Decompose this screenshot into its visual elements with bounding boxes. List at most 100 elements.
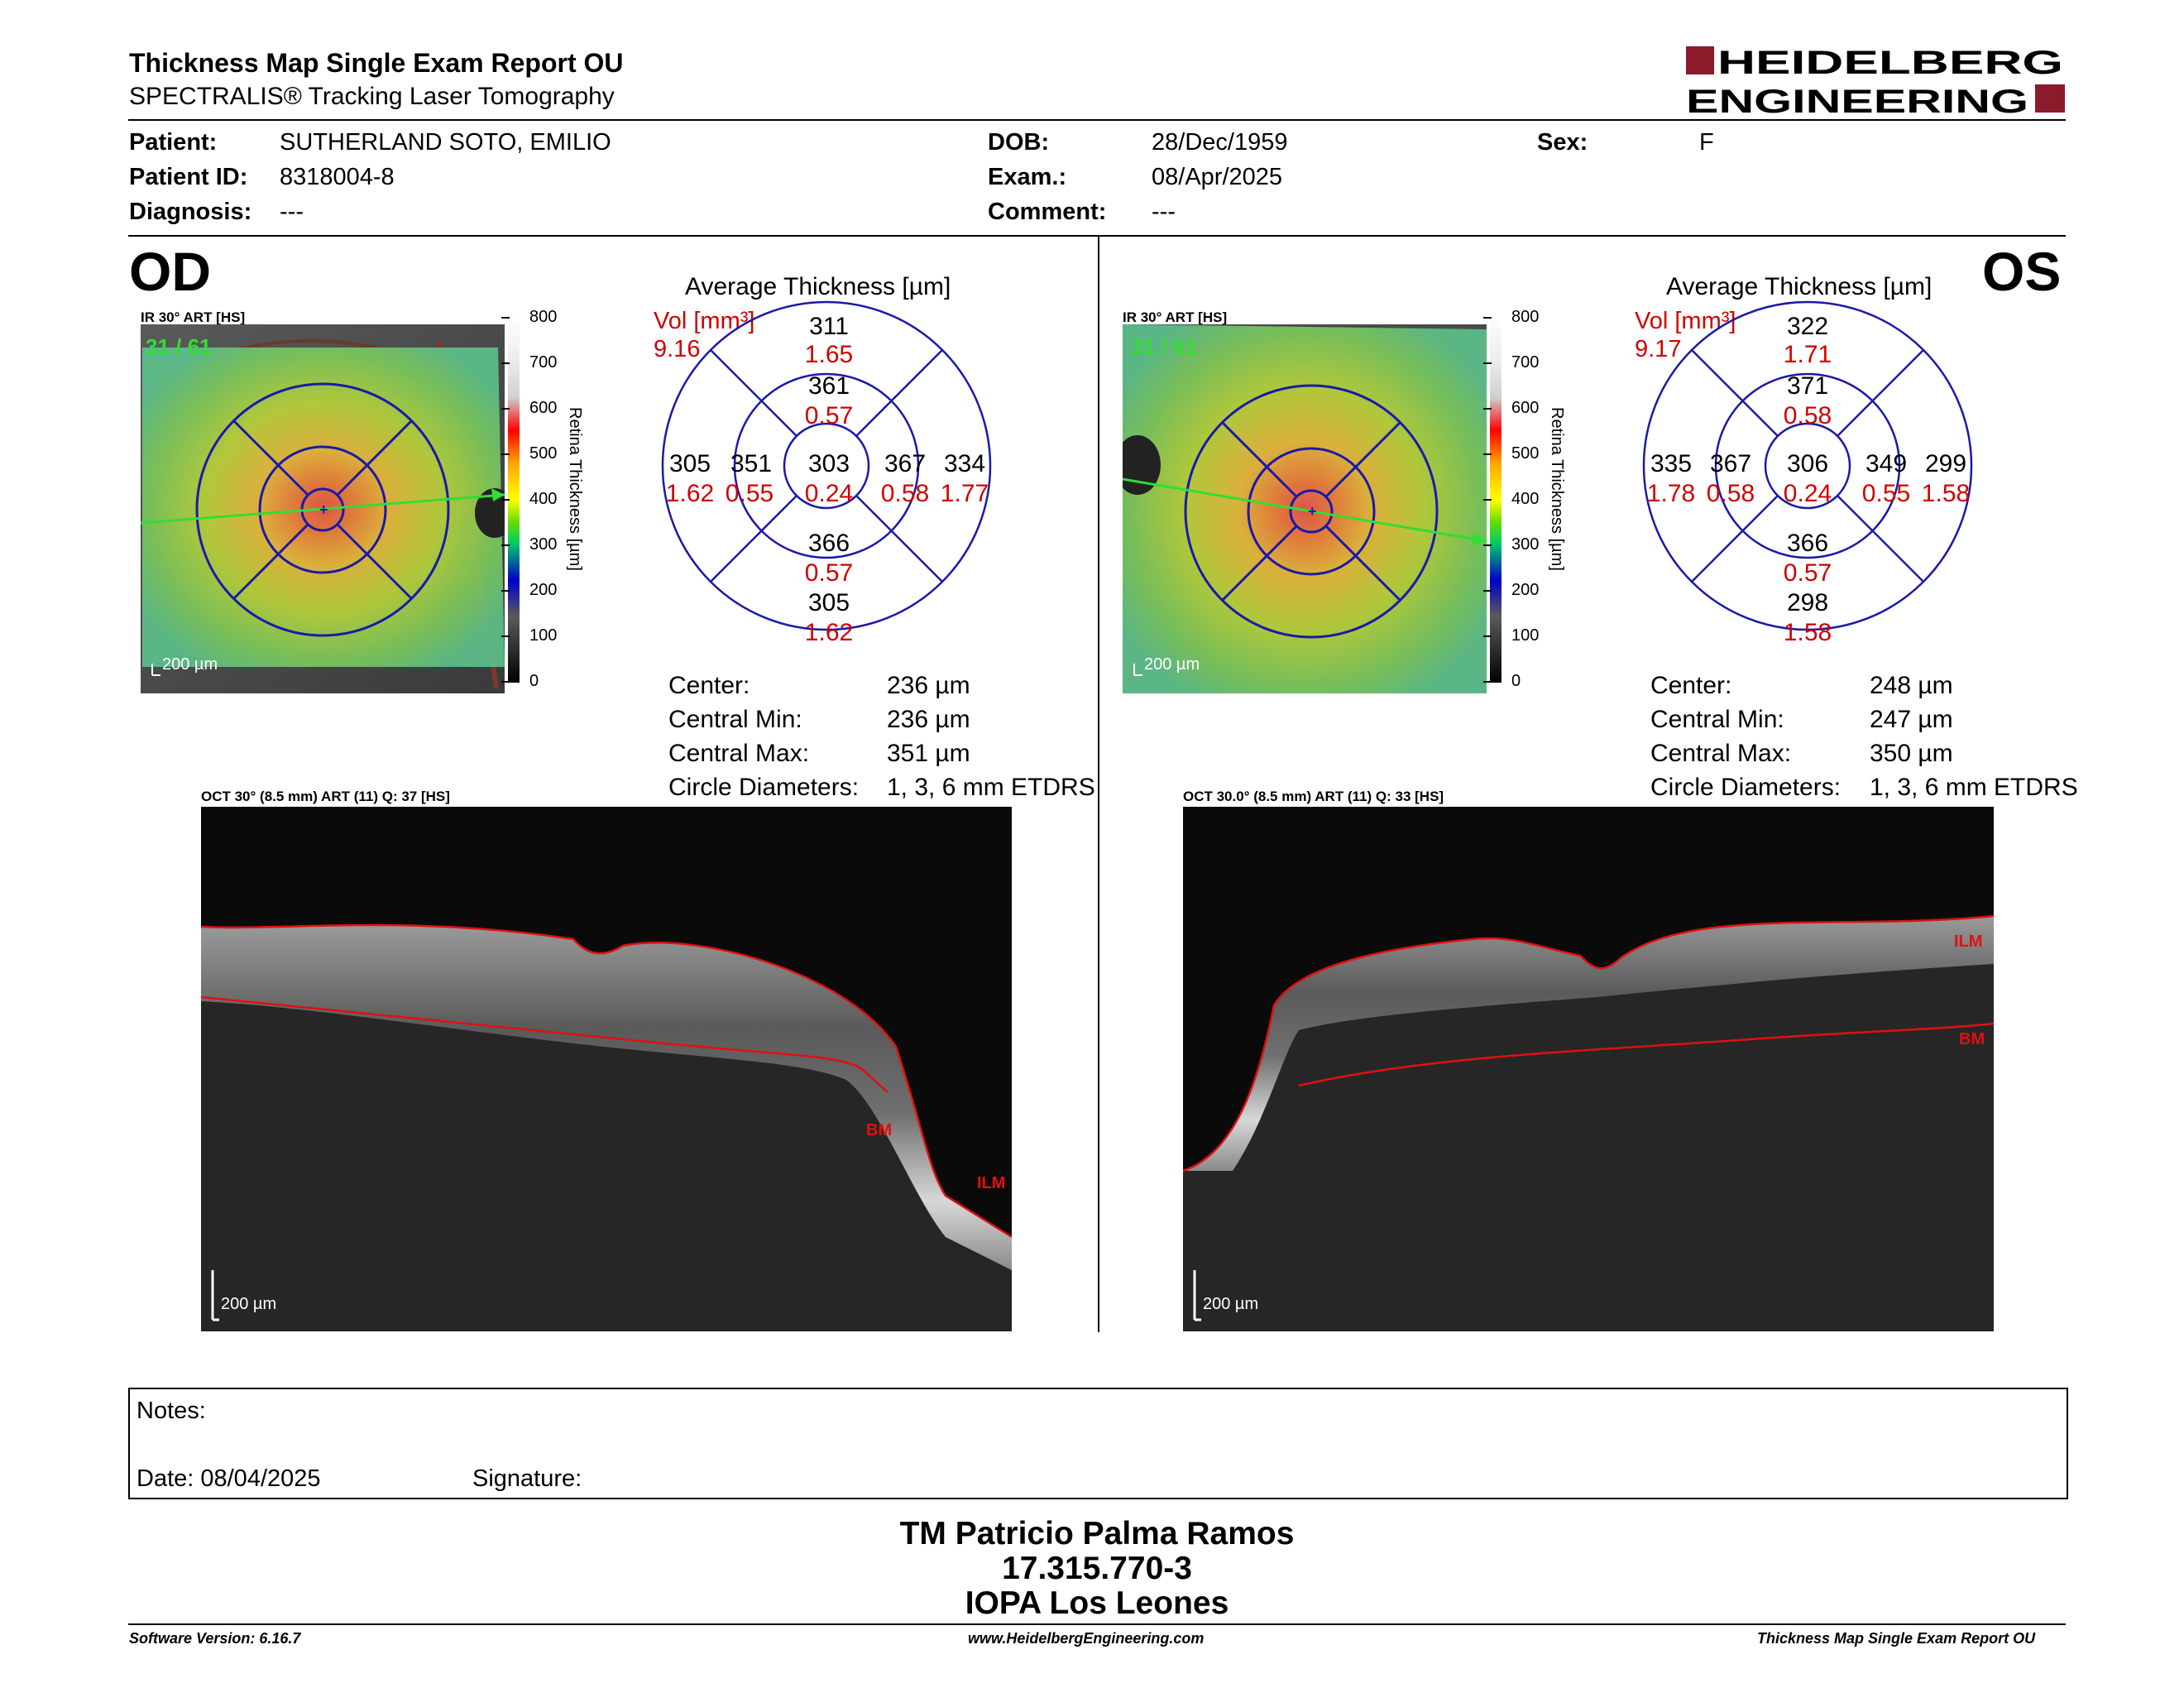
od-outer-right-thickness: 334: [943, 450, 986, 477]
comment-value: ---: [1152, 199, 1176, 225]
report-title: Thickness Map Single Exam Report OU: [129, 48, 624, 78]
od-outer-inferior-thickness: 305: [807, 589, 850, 616]
od-outer-left-thickness: 305: [668, 450, 711, 477]
os-outer-left-volume: 1.78: [1646, 480, 1696, 507]
logo-line1: HEIDELBERG: [1717, 45, 2063, 81]
od-center-volume: 0.24: [804, 480, 854, 507]
od-ir-label: IR 30° ART [HS]: [141, 309, 246, 325]
od-oct-scale-label: 200 µm: [221, 1295, 277, 1313]
os-inner-superior-volume: 0.58: [1783, 402, 1832, 429]
od-central-max-value: 351 µm: [887, 740, 970, 767]
os-center-label: Center:: [1650, 672, 1732, 699]
os-scale-bar-label: 200 µm: [1144, 655, 1200, 674]
heidelberg-logo: HEIDELBERG ENGINEERING: [1684, 43, 2067, 120]
os-circle-diameters-label: Circle Diameters:: [1650, 774, 1842, 801]
eye-label-os: OS: [1982, 241, 2062, 302]
od-center-value: 236 µm: [887, 672, 970, 699]
os-central-max-value: 350 µm: [1870, 740, 1953, 767]
os-inner-superior-thickness: 371: [1786, 372, 1829, 400]
software-version: Software Version: 6.16.7: [129, 1630, 301, 1647]
os-inner-left-volume: 0.58: [1706, 480, 1755, 507]
clinic-name: IOPA Los Leones: [965, 1585, 1229, 1621]
od-outer-inferior-volume: 1.62: [804, 619, 854, 646]
os-outer-right-volume: 1.58: [1921, 480, 1971, 507]
os-frame-count: 31 / 61: [1131, 334, 1197, 359]
os-inner-inferior-thickness: 366: [1786, 530, 1829, 557]
od-central-max-label: Central Max:: [668, 740, 810, 767]
od-inner-superior-volume: 0.57: [804, 402, 854, 429]
od-center-label: Center:: [668, 672, 750, 699]
od-circle-diameters-label: Circle Diameters:: [668, 774, 860, 801]
od-inner-inferior-thickness: 366: [807, 530, 850, 557]
od-inner-left-volume: 0.55: [725, 480, 774, 507]
od-oct-label: OCT 30° (8.5 mm) ART (11) Q: 37 [HS]: [201, 789, 450, 804]
website-link[interactable]: www.HeidelbergEngineering.com: [968, 1630, 1205, 1647]
od-colorbar-tick-marks: [501, 317, 510, 683]
od-central-min-label: Central Min:: [668, 706, 802, 733]
os-central-min-label: Central Min:: [1650, 706, 1784, 733]
notes-label: Notes:: [136, 1398, 206, 1424]
os-vol-label: Vol [mm³]: [1635, 308, 1736, 334]
od-colorbar-title: Retina Thickness [µm]: [566, 407, 584, 571]
od-thickness-colorbar: [508, 317, 520, 683]
sex-value: F: [1699, 129, 1714, 156]
od-inner-superior-thickness: 361: [807, 372, 850, 400]
notes-date: Date: 08/04/2025: [136, 1465, 321, 1492]
os-outer-superior-thickness: 322: [1786, 313, 1829, 340]
os-bm-label: BM: [1959, 1030, 1985, 1048]
od-outer-left-volume: 1.62: [665, 480, 715, 507]
exam-label: Exam.:: [988, 164, 1067, 190]
os-colorbar-title: Retina Thickness [µm]: [1548, 407, 1566, 571]
eye-label-od: OD: [129, 241, 211, 302]
diagnosis-label: Diagnosis:: [129, 199, 252, 225]
os-outer-right-thickness: 299: [1924, 450, 1967, 477]
footer-report-name: Thickness Map Single Exam Report OU: [1757, 1630, 2036, 1647]
notes-box: Notes: Date: 08/04/2025 Signature:: [128, 1388, 2068, 1499]
os-central-min-value: 247 µm: [1870, 706, 1953, 733]
od-circle-diameters-value: 1, 3, 6 mm ETDRS: [887, 774, 1095, 801]
os-outer-inferior-volume: 1.58: [1783, 619, 1832, 646]
od-fundus-thickness-map: + 31 / 61 200 µm: [141, 324, 505, 693]
od-central-min-value: 236 µm: [887, 706, 970, 733]
od-scale-bar-label: 200 µm: [162, 655, 218, 674]
svg-text:+: +: [1308, 503, 1317, 520]
sex-label: Sex:: [1537, 129, 1588, 156]
os-inner-inferior-volume: 0.57: [1783, 559, 1832, 587]
technician-id: 17.315.770-3: [1002, 1551, 1192, 1586]
os-oct-scale-label: 200 µm: [1203, 1295, 1259, 1313]
notes-signature-label: Signature:: [472, 1465, 582, 1492]
os-etdrs-grid: [1642, 300, 1973, 631]
od-inner-right-thickness: 367: [884, 450, 927, 477]
patient-id: 8318004-8: [280, 164, 395, 190]
os-oct-bscan: ILM BM 200 µm: [1183, 807, 1994, 1331]
report-subtitle: SPECTRALIS® Tracking Laser Tomography: [129, 83, 615, 110]
os-outer-left-thickness: 335: [1650, 450, 1693, 477]
os-ilm-label: ILM: [1954, 933, 1983, 951]
svg-text:+: +: [319, 501, 328, 518]
os-inner-right-volume: 0.55: [1861, 480, 1911, 507]
od-center-thickness: 303: [807, 450, 850, 477]
dob-value: 28/Dec/1959: [1152, 129, 1288, 156]
exam-value: 08/Apr/2025: [1152, 164, 1283, 190]
dob-label: DOB:: [988, 129, 1050, 156]
os-vol-value: 9.17: [1635, 336, 1682, 362]
od-average-thickness-title: Average Thickness [µm]: [685, 273, 951, 300]
diagnosis-value: ---: [280, 199, 304, 225]
os-oct-label: OCT 30.0° (8.5 mm) ART (11) Q: 33 [HS]: [1183, 789, 1444, 804]
od-etdrs-grid: [661, 300, 992, 631]
os-thickness-colorbar: [1490, 317, 1502, 683]
patient-label: Patient:: [129, 129, 218, 156]
od-vol-value: 9.16: [654, 336, 701, 362]
comment-label: Comment:: [988, 199, 1107, 225]
patient-name: SUTHERLAND SOTO, EMILIO: [280, 129, 611, 156]
os-average-thickness-title: Average Thickness [µm]: [1666, 273, 1933, 300]
od-vol-label: Vol [mm³]: [654, 308, 755, 334]
os-fundus-thickness-map: + 31 / 61 200 µm: [1123, 324, 1487, 693]
patient-id-label: Patient ID:: [129, 164, 248, 190]
od-ilm-label: ILM: [977, 1174, 1006, 1192]
od-inner-right-volume: 0.58: [880, 480, 930, 507]
os-inner-left-thickness: 367: [1709, 450, 1752, 477]
os-center-thickness: 306: [1786, 450, 1829, 477]
od-inner-left-thickness: 351: [730, 450, 773, 477]
os-outer-inferior-thickness: 298: [1786, 589, 1829, 616]
